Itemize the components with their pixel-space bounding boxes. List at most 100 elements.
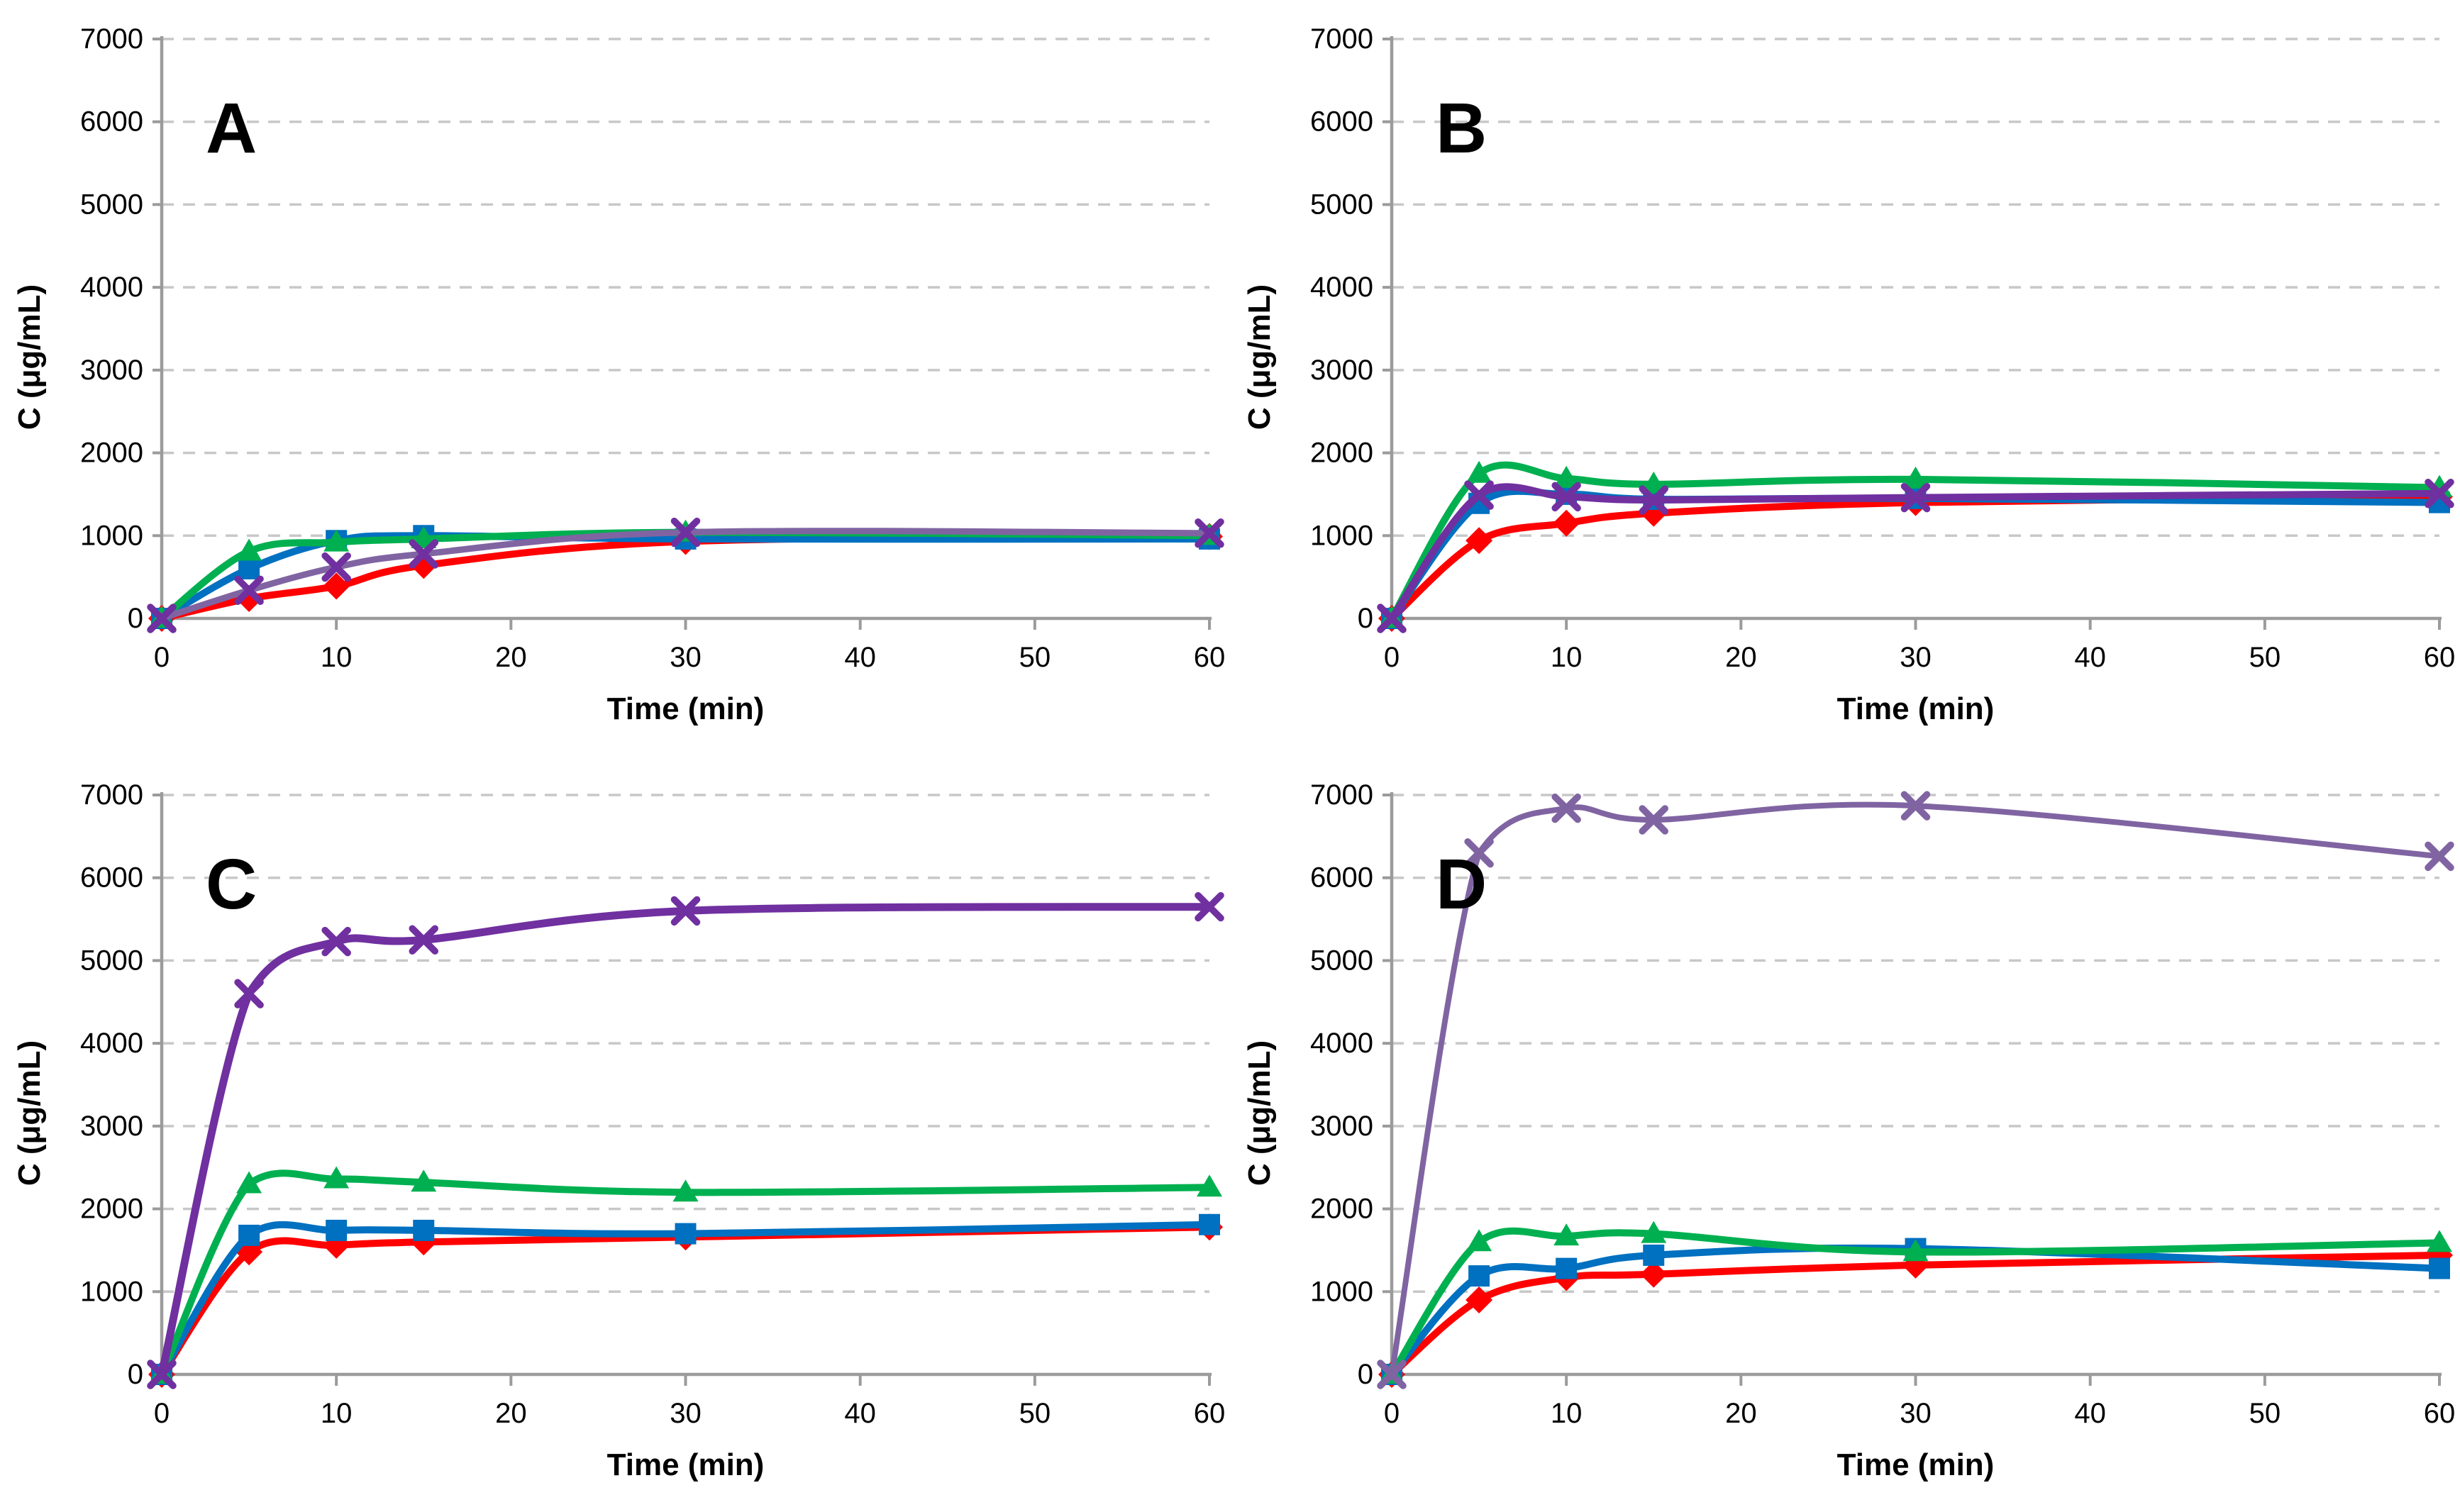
blue-square-marker — [1199, 1213, 1220, 1235]
panel-c: 0 1000 2000 3000 4000 5000 6000 7000 0 10 20 30 40 50… — [0, 756, 1230, 1512]
x-axis-title: Time (min) — [1837, 691, 1995, 726]
y-tick-label: 0 — [128, 603, 143, 634]
y-axis-title: C (μg/mL) — [12, 284, 47, 430]
x-tick-label: 30 — [670, 642, 702, 673]
y-tick-label: 1000 — [80, 1276, 143, 1307]
y-tick-label: 1000 — [1310, 520, 1373, 551]
purple-x-marker — [1464, 480, 1494, 510]
x-tick-label: 50 — [1019, 1398, 1051, 1429]
x-tick-label: 40 — [844, 1398, 876, 1429]
y-tick-label: 2000 — [1310, 438, 1373, 469]
blue-square-marker — [413, 1219, 435, 1241]
panel-c-tick-labels: 0 1000 2000 3000 4000 5000 6000 7000 0 10 20 30 40 50… — [80, 779, 1225, 1429]
y-tick-label: 7000 — [80, 779, 143, 811]
panel-d-purple-x-line-group — [1389, 801, 2442, 1376]
x-axis-title: Time (min) — [607, 691, 765, 726]
purple-x-marker — [1551, 482, 1581, 512]
panel-d-purple-x-line — [1389, 801, 2442, 1376]
blue-square-marker — [1556, 1257, 1578, 1279]
panel-d-purple-x-markers — [1377, 791, 2454, 1389]
green-triangle-marker — [1641, 1221, 1667, 1243]
x-tick-label: 30 — [1900, 1398, 1932, 1429]
x-tick-label: 10 — [1551, 642, 1583, 673]
panel-d: 0 1000 2000 3000 4000 5000 6000 7000 0 10 20 30 40 50… — [1230, 756, 2460, 1512]
blue-square-marker — [1643, 1244, 1665, 1266]
x-tick-label: 0 — [1384, 1398, 1400, 1429]
x-tick-label: 40 — [2074, 1398, 2106, 1429]
green-triangle-marker — [1466, 460, 1492, 483]
green-triangle-marker — [1902, 466, 1929, 489]
purple-x-marker — [1377, 1360, 1407, 1389]
x-tick-label: 30 — [1900, 642, 1932, 673]
blue-square-marker — [326, 1219, 348, 1241]
x-tick-label: 0 — [154, 642, 170, 673]
y-tick-label: 5000 — [80, 945, 143, 976]
y-tick-label: 0 — [1358, 1359, 1373, 1390]
red-diamond-marker — [410, 1228, 438, 1256]
panel-b-purple-x-markers — [1377, 479, 2454, 633]
x-tick-label: 10 — [321, 1398, 353, 1429]
panel-a-purple-x-markers — [147, 517, 1224, 633]
blue-square-marker — [675, 1223, 697, 1245]
panel-b-axes — [1383, 36, 2442, 630]
red-diamond-marker — [1640, 1260, 1668, 1288]
purple-x-marker — [1639, 805, 1668, 835]
x-axis-title: Time (min) — [1837, 1447, 1995, 1482]
panel-d-background — [1230, 756, 2460, 1512]
x-tick-label: 40 — [2074, 642, 2106, 673]
x-tick-label: 60 — [1194, 642, 1226, 673]
green-triangle-marker — [323, 529, 350, 552]
green-triangle-marker — [1466, 1229, 1492, 1252]
x-tick-label: 0 — [154, 1398, 170, 1429]
y-tick-label: 2000 — [1310, 1194, 1373, 1225]
panel-c-gridlines — [162, 794, 1209, 1294]
x-tick-label: 60 — [1194, 1398, 1226, 1429]
panel-b-tick-labels: 0 1000 2000 3000 4000 5000 6000 7000 0 10 20 30 40 50… — [1310, 23, 2455, 673]
panel-d-chart: 0 1000 2000 3000 4000 5000 6000 7000 0 10 20 30 40 50… — [1230, 756, 2460, 1512]
red-diamond-marker — [323, 572, 350, 600]
green-triangle-marker — [1197, 1174, 1222, 1197]
x-tick-label: 50 — [1019, 642, 1051, 673]
y-tick-label: 1000 — [1310, 1276, 1373, 1307]
purple-x-marker — [670, 896, 701, 926]
panel-c-purple-x-line-group — [157, 903, 1214, 1376]
panel-c-chart: 0 1000 2000 3000 4000 5000 6000 7000 0 10 20 30 40 50… — [0, 756, 1230, 1512]
y-tick-label: 5000 — [1310, 945, 1373, 976]
y-axis-title: C (μg/mL) — [12, 1040, 47, 1186]
x-tick-label: 0 — [1384, 642, 1400, 673]
purple-x-marker — [147, 604, 177, 633]
x-tick-label: 50 — [2249, 642, 2281, 673]
panel-a-axes — [153, 36, 1212, 630]
y-axis-title: C (μg/mL) — [1242, 284, 1277, 430]
blue-square-marker — [238, 1224, 260, 1246]
x-tick-label: 20 — [495, 642, 527, 673]
purple-x-marker — [234, 979, 264, 1008]
panel-a-chart: 0 1000 2000 3000 4000 5000 6000 7000 0 10 20 30 40 50… — [0, 0, 1230, 756]
red-diamond-marker — [1553, 509, 1580, 537]
y-tick-label: 3000 — [80, 355, 143, 386]
panel-c-green-triangle-line-group — [158, 1169, 1213, 1376]
y-tick-label: 4000 — [1310, 1028, 1373, 1059]
blue-square-marker — [2429, 1257, 2450, 1279]
panel-d-tick-labels: 0 1000 2000 3000 4000 5000 6000 7000 0 10 20 30 40 50… — [1310, 779, 2455, 1429]
purple-x-marker — [1639, 485, 1668, 515]
panel-a-tick-labels: 0 1000 2000 3000 4000 5000 6000 7000 0 10 20 30 40 50… — [80, 23, 1225, 673]
panel-b-background — [1230, 0, 2460, 756]
y-tick-label: 7000 — [80, 23, 143, 55]
y-tick-label: 6000 — [80, 106, 143, 138]
y-tick-label: 5000 — [1310, 189, 1373, 220]
y-tick-label: 4000 — [80, 1028, 143, 1059]
green-triangle-marker — [1902, 1239, 1929, 1262]
y-tick-label: 6000 — [80, 862, 143, 894]
x-tick-label: 20 — [1725, 1398, 1757, 1429]
x-tick-label: 40 — [844, 642, 876, 673]
x-tick-label: 10 — [321, 642, 353, 673]
green-triangle-marker — [1553, 1223, 1580, 1246]
y-tick-label: 7000 — [1310, 23, 1373, 55]
y-tick-label: 5000 — [80, 189, 143, 220]
purple-x-marker — [234, 575, 264, 606]
green-triangle-marker — [1641, 471, 1667, 494]
purple-x-marker — [1900, 791, 1931, 821]
purple-x-marker — [1900, 482, 1931, 513]
y-tick-label: 6000 — [1310, 106, 1373, 138]
